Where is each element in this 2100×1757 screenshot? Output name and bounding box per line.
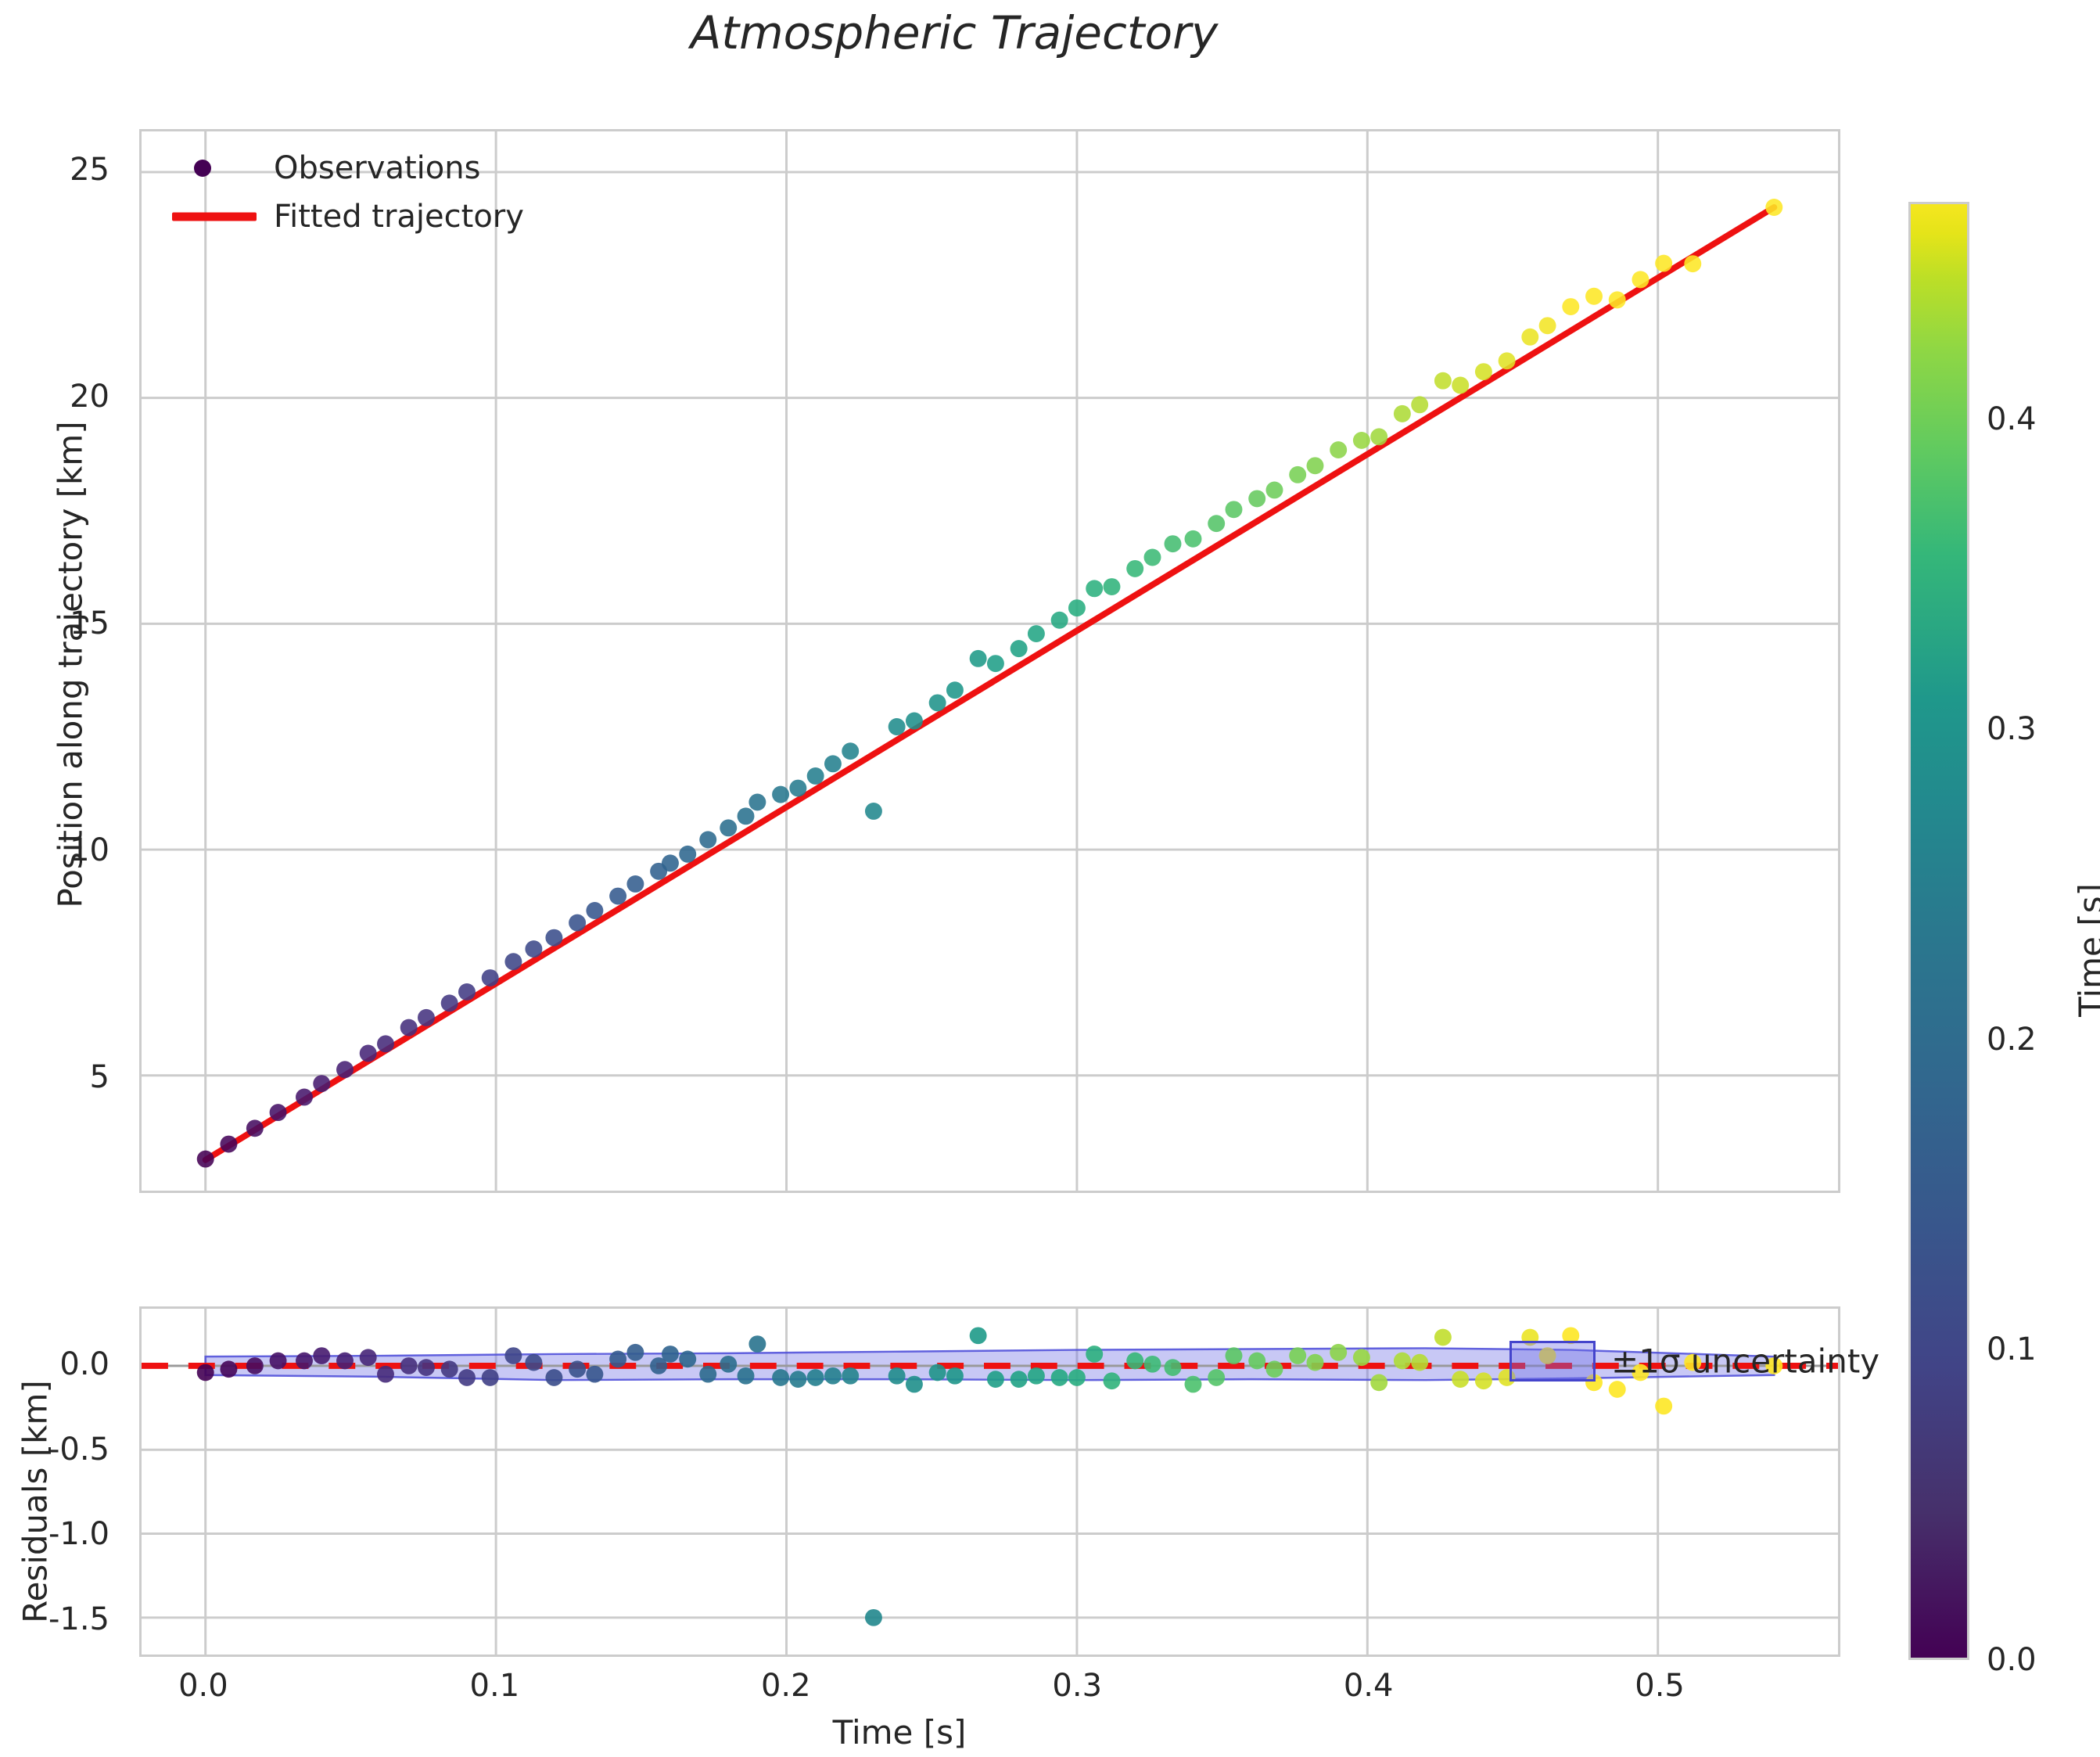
uncertainty-band-swatch-icon	[1509, 1341, 1596, 1382]
residuals-plot-canvas	[142, 1309, 1838, 1655]
resid-y-axis-label: Residuals [km]	[16, 1380, 55, 1623]
main-ytick-10: 10	[70, 832, 109, 869]
main-ytick-5: 5	[89, 1059, 109, 1096]
fitted-line-marker-icon	[172, 212, 257, 221]
legend-entry-observations: Observations	[156, 145, 524, 192]
main-plot-axes	[139, 129, 1840, 1193]
colorbar-tick-03: 0.3	[1987, 711, 2037, 748]
main-ytick-25: 25	[70, 152, 109, 189]
main-plot-canvas	[142, 131, 1838, 1191]
xtick-3: 0.3	[1052, 1668, 1103, 1704]
residuals-legend: ±1σ uncertainty	[1509, 1330, 1879, 1392]
residuals-plot-axes	[139, 1306, 1840, 1657]
xtick-5: 0.5	[1635, 1668, 1685, 1704]
resid-ytick-neg15: -1.5	[48, 1601, 109, 1638]
legend-label-uncertainty: ±1σ uncertainty	[1611, 1342, 1880, 1381]
colorbar-gradient	[1908, 202, 1969, 1660]
main-legend: Observations Fitted trajectory	[156, 145, 524, 254]
xtick-1: 0.1	[469, 1668, 520, 1704]
legend-entry-fitted-trajectory: Fitted trajectory	[156, 193, 524, 240]
colorbar-tick-02: 0.2	[1987, 1021, 2037, 1058]
main-ytick-20: 20	[70, 379, 109, 415]
resid-ytick-neg05: -0.5	[48, 1431, 109, 1468]
main-y-axis-label: Position along trajectory [km]	[51, 421, 90, 908]
colorbar-tick-01: 0.1	[1987, 1331, 2037, 1368]
colorbar-tick-00: 0.0	[1987, 1642, 2037, 1678]
page-title: Atmospheric Trajectory	[690, 6, 1219, 59]
colorbar-label: Time [s]	[2071, 883, 2100, 1017]
resid-ytick-0: 0.0	[59, 1346, 109, 1382]
xtick-4: 0.4	[1343, 1668, 1394, 1704]
xtick-2: 0.2	[760, 1668, 811, 1704]
main-ytick-15: 15	[70, 605, 109, 642]
colorbar-tick-04: 0.4	[1987, 401, 2037, 437]
x-axis-label: Time [s]	[832, 1713, 967, 1752]
resid-ytick-neg10: -1.0	[48, 1516, 109, 1553]
observations-marker-icon	[194, 160, 211, 177]
legend-label-fitted-trajectory: Fitted trajectory	[274, 199, 524, 235]
xtick-0: 0.0	[178, 1668, 228, 1704]
legend-label-observations: Observations	[274, 150, 481, 186]
